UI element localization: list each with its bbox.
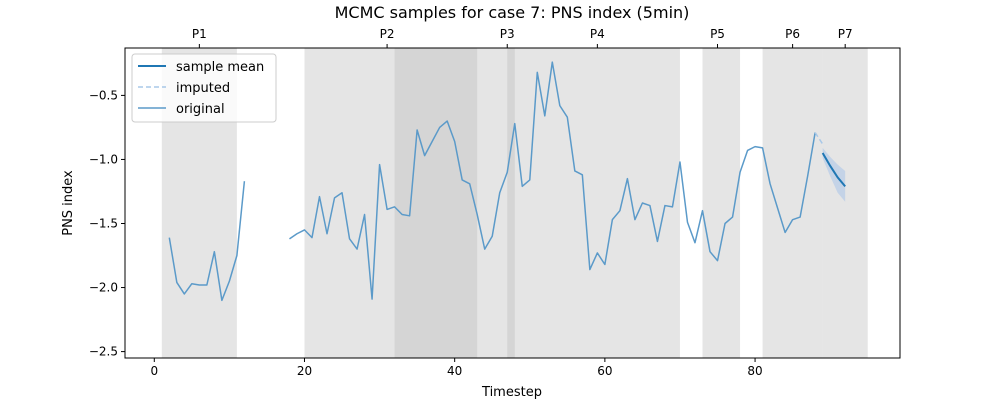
period-span-p7 (822, 48, 868, 358)
legend-label-sample-mean: sample mean (176, 60, 264, 75)
plot-frame (124, 47, 901, 359)
period-labels: P1 P2 P3 P4 P5 P6 P7 (192, 27, 853, 48)
period-label-p1: P1 (192, 27, 207, 41)
y-tick-label: −1.0 (89, 152, 118, 166)
x-tick-label: 0 (150, 364, 158, 378)
legend-box (131, 53, 277, 123)
original-series-segment-1 (168, 181, 246, 302)
y-tick-label: −1.5 (89, 216, 118, 230)
period-label-p2: P2 (380, 27, 395, 41)
legend-label-imputed: imputed (176, 81, 230, 96)
imputed-series (814, 132, 824, 145)
x-tick-label: 80 (747, 364, 762, 378)
period-span-p3 (394, 48, 515, 358)
period-span-p4 (507, 48, 680, 358)
legend: sample mean imputed original (131, 53, 277, 123)
y-tick-label: −0.5 (89, 88, 118, 102)
period-label-p3: P3 (500, 27, 515, 41)
y-tick-label: −2.0 (89, 281, 118, 295)
x-axis: 0 20 40 60 80 (150, 358, 763, 378)
chart-title: MCMC samples for case 7: PNS index (5min… (335, 3, 690, 22)
y-tick-label: −2.5 (89, 345, 118, 359)
period-label-p5: P5 (710, 27, 725, 41)
x-axis-label: Timestep (481, 385, 542, 400)
period-label-p7: P7 (838, 27, 853, 41)
y-axis: −2.5 −2.0 −1.5 −1.0 −0.5 (89, 88, 125, 359)
x-tick-label: 40 (447, 364, 462, 378)
period-span-p6 (762, 48, 823, 358)
x-tick-label: 20 (297, 364, 312, 378)
original-series-segment-2 (289, 61, 816, 300)
series-layer (168, 61, 846, 302)
period-label-p6: P6 (785, 27, 800, 41)
y-axis-label: PNS index (61, 170, 76, 236)
period-span-p5 (702, 48, 741, 358)
sample-mean-series (821, 152, 846, 187)
x-tick-label: 60 (597, 364, 612, 378)
period-label-p4: P4 (590, 27, 605, 41)
legend-label-original: original (176, 102, 225, 117)
period-shading (161, 48, 868, 358)
